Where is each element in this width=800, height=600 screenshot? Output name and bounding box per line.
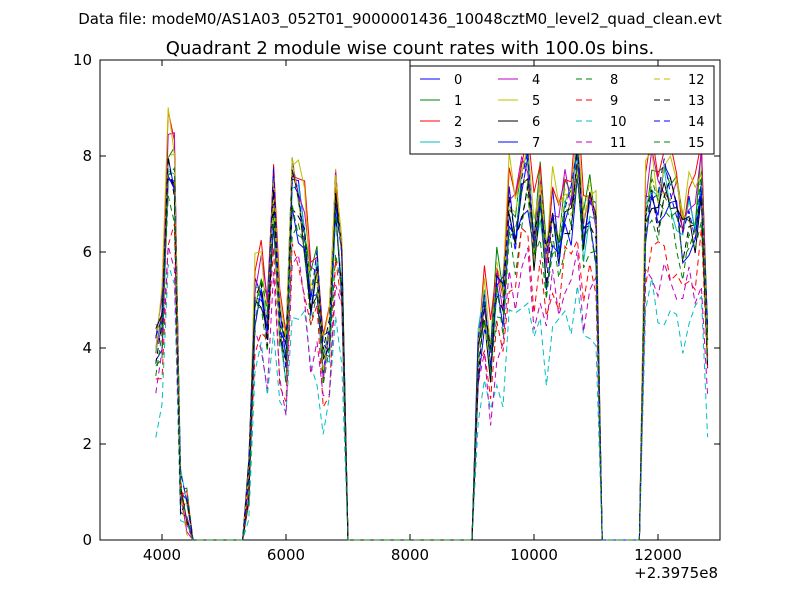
legend-label-3: 3 <box>454 136 462 151</box>
y-tick-label: 0 <box>82 531 92 549</box>
legend-label-15: 15 <box>688 136 705 151</box>
legend-label-7: 7 <box>532 136 540 151</box>
legend-label-11: 11 <box>610 136 627 151</box>
legend-label-14: 14 <box>688 115 705 130</box>
legend-label-4: 4 <box>532 73 540 88</box>
series-line-13 <box>155 149 709 541</box>
x-tick-label: 12000 <box>634 546 682 564</box>
legend-label-8: 8 <box>610 73 618 88</box>
chart-title: Quadrant 2 module wise count rates with … <box>166 38 655 59</box>
legend-label-2: 2 <box>454 115 462 130</box>
y-tick-label: 10 <box>73 51 92 69</box>
legend-label-0: 0 <box>454 73 462 88</box>
y-tick-label: 4 <box>82 339 92 357</box>
x-tick-label: 8000 <box>391 546 429 564</box>
legend-label-13: 13 <box>688 94 705 109</box>
x-tick-label: 4000 <box>143 546 181 564</box>
y-tick-label: 6 <box>82 243 92 261</box>
legend-box <box>409 65 715 155</box>
series-lines <box>155 98 709 541</box>
legend-label-1: 1 <box>454 94 462 109</box>
legend-label-9: 9 <box>610 94 618 109</box>
legend-label-6: 6 <box>532 115 540 130</box>
x-tick-label: 6000 <box>267 546 305 564</box>
legend-label-10: 10 <box>610 115 627 130</box>
x-tick-label: 10000 <box>510 546 558 564</box>
y-tick-label: 8 <box>82 147 92 165</box>
legend-label-5: 5 <box>532 94 540 109</box>
y-tick-label: 2 <box>82 435 92 453</box>
x-offset-label: +2.3975e8 <box>634 564 718 582</box>
legend-label-12: 12 <box>688 73 705 88</box>
figure-suptitle: Data file: modeM0/AS1A03_052T01_90000014… <box>78 10 722 29</box>
series-line-14 <box>155 148 709 541</box>
